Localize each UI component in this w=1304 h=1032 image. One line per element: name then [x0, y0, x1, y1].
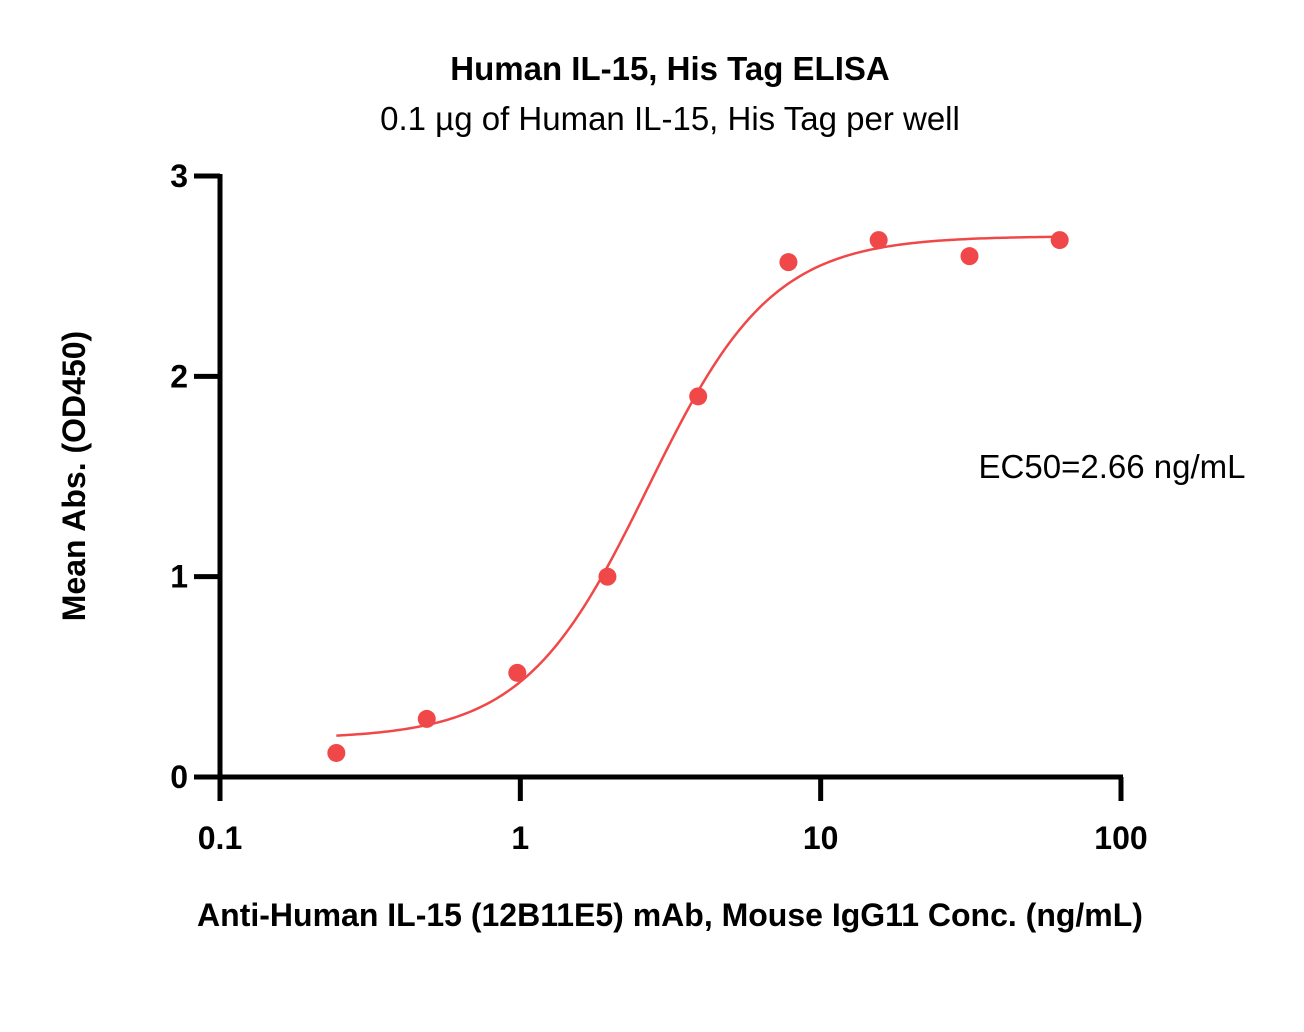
- data-point: [779, 253, 798, 272]
- ticks: 0.1 1 10 100 0 1 2 3: [170, 158, 1147, 856]
- y-tick-label: 2: [170, 358, 188, 394]
- x-tick-label: 1: [511, 820, 529, 856]
- fit-curve: [336, 235, 1060, 737]
- y-axis-label: Mean Abs. (OD450): [56, 331, 92, 621]
- y-tick-label: 0: [170, 759, 188, 795]
- chart-subtitle: 0.1 µg of Human IL-15, His Tag per well: [380, 100, 960, 137]
- points-layer: [327, 231, 1069, 762]
- x-tick-label: 0.1: [198, 820, 242, 856]
- fit-layer: [336, 235, 1060, 737]
- data-point: [327, 743, 346, 762]
- ec50-annotation: EC50=2.66 ng/mL: [979, 448, 1246, 485]
- data-point: [869, 231, 888, 250]
- x-tick-label: 100: [1094, 820, 1147, 856]
- data-point: [1050, 231, 1069, 250]
- data-point: [689, 387, 708, 406]
- x-axis-label: Anti-Human IL-15 (12B11E5) mAb, Mouse Ig…: [197, 897, 1143, 933]
- data-point: [417, 709, 436, 728]
- chart-title: Human IL-15, His Tag ELISA: [450, 50, 889, 87]
- data-point: [508, 663, 527, 682]
- x-tick-label: 10: [803, 820, 839, 856]
- y-tick-label: 1: [170, 559, 188, 595]
- data-point: [960, 247, 979, 266]
- data-point: [598, 567, 617, 586]
- axes: [217, 174, 1123, 780]
- y-tick-label: 3: [170, 158, 188, 194]
